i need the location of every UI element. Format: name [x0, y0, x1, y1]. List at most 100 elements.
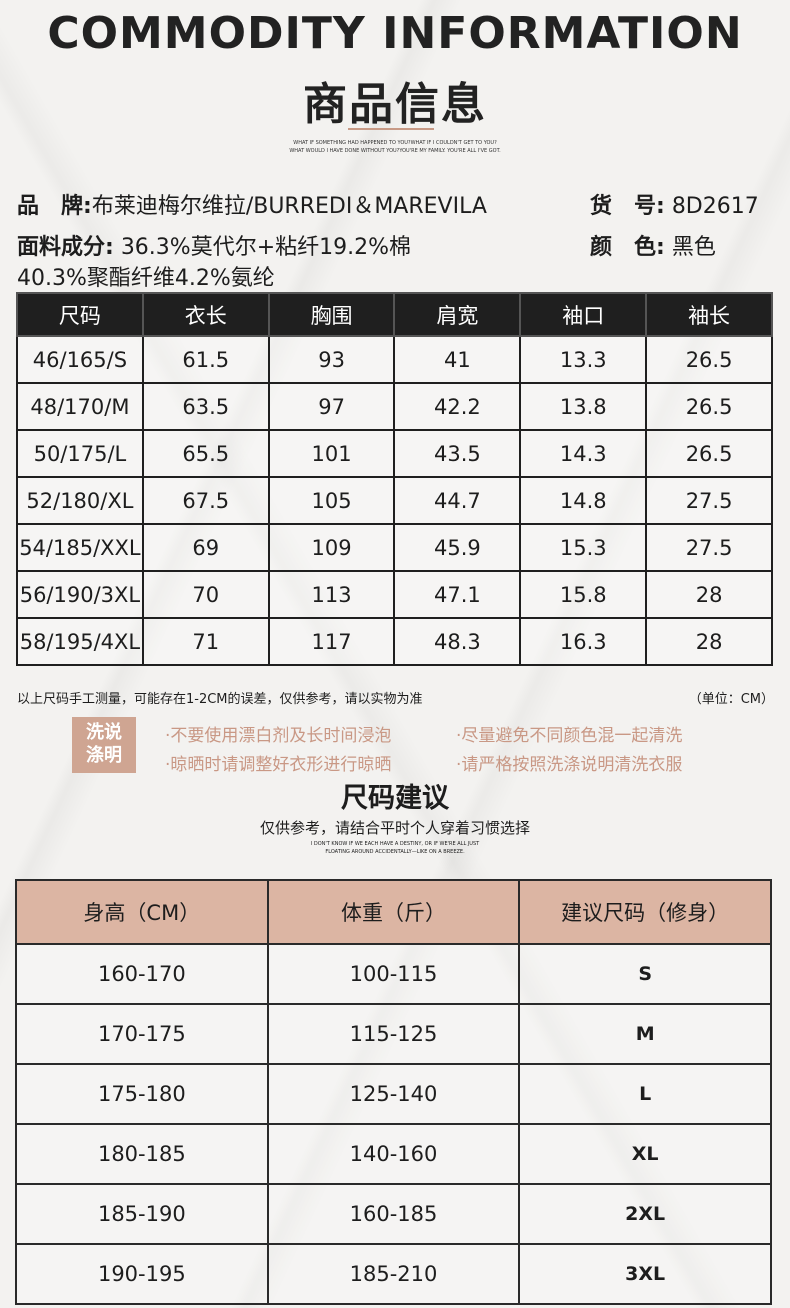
table-cell: M [518, 1003, 772, 1065]
table-cell: 26.5 [645, 382, 773, 431]
header-tagline: WHAT IF SOMETHING HAD HAPPENED TO YOU?WH… [0, 139, 790, 155]
table-cell: L [518, 1063, 772, 1125]
wash-item: ·晾晒时请调整好衣形进行晾晒 [165, 755, 392, 775]
recommend-tagline: I DON'T KNOW IF WE EACH HAVE A DESTINY, … [0, 840, 790, 856]
title-chinese: 商品信息 [303, 79, 487, 130]
table-row: 56/190/3XL 70 113 47.1 15.8 28 [16, 570, 773, 619]
color-value: 黑色 [671, 235, 716, 260]
color-row: 颜 色: 黑色 [590, 229, 716, 261]
table-cell: 69 [141, 523, 270, 572]
measurement-note: 以上尺码手工测量，可能存在1-2CM的误差，仅供参考，请以实物为准 [17, 692, 423, 707]
table-cell: 45.9 [393, 523, 522, 572]
table-cell: XL [518, 1123, 772, 1185]
table-cell: 70 [141, 570, 270, 619]
fabric-value-1: 36.3%莫代尔+粘纤19.2%棉 [120, 235, 412, 260]
table-row: 160-170 100-115 S [15, 943, 772, 1005]
table-cell: 61.5 [141, 335, 270, 384]
table-cell: 190-195 [15, 1243, 269, 1305]
table-cell: 27.5 [645, 523, 773, 572]
table-cell: 140-160 [266, 1123, 521, 1185]
table-cell: 160-170 [15, 943, 269, 1005]
table-cell: 14.3 [519, 429, 648, 478]
badge-line-2: 涤明 [86, 745, 122, 766]
table-cell: 47.1 [393, 570, 522, 619]
table-cell: 15.8 [519, 570, 648, 619]
table-cell: 185-190 [15, 1183, 269, 1245]
table-cell: 109 [267, 523, 396, 572]
table-row: 180-185 140-160 XL [15, 1123, 772, 1185]
table-cell: 13.8 [519, 382, 648, 431]
wash-item: ·不要使用漂白剂及长时间浸泡 [165, 726, 392, 746]
table-cell: 13.3 [519, 335, 648, 384]
table-cell: 71 [141, 617, 270, 666]
header-length: 衣长 [141, 292, 270, 337]
header-size: 尺码 [16, 292, 144, 337]
rec-tagline-line-1: I DON'T KNOW IF WE EACH HAVE A DESTINY, … [310, 841, 480, 847]
table-cell: 27.5 [645, 476, 773, 525]
brand-row: 品 牌:布莱迪梅尔维拉/BURREDI＆MAREVILA [17, 188, 487, 220]
table-cell: 44.7 [393, 476, 522, 525]
table-cell: 46/165/S [16, 335, 144, 384]
sku-value: 8D2617 [671, 194, 759, 219]
table-cell: 105 [267, 476, 396, 525]
table-cell: 48.3 [393, 617, 522, 666]
table-cell: 15.3 [519, 523, 648, 572]
sku-label: 货 号: [590, 194, 665, 219]
fabric-row: 面料成分: 36.3%莫代尔+粘纤19.2%棉 [17, 229, 411, 261]
table-cell: 100-115 [266, 943, 521, 1005]
table-cell: 101 [267, 429, 396, 478]
tagline-line-1: WHAT IF SOMETHING HAD HAPPENED TO YOU?WH… [293, 140, 497, 146]
table-cell: 170-175 [15, 1003, 269, 1065]
rec-tagline-line-2: FLOATING AROUND ACCIDENTALLY—LIKE ON A B… [325, 849, 465, 855]
fabric-value-2: 40.3%聚酯纤维4.2%氨纶 [17, 266, 275, 291]
recommend-table-header: 身高（CM） 体重（斤） 建议尺码（修身） [15, 879, 772, 945]
table-cell: 58/195/4XL [16, 617, 144, 666]
header-suggested-size: 建议尺码（修身） [518, 879, 772, 945]
brand-label: 品 牌: [17, 194, 92, 219]
table-cell: 180-185 [15, 1123, 269, 1185]
table-cell: 16.3 [519, 617, 648, 666]
table-row: 58/195/4XL 71 117 48.3 16.3 28 [16, 617, 773, 666]
table-cell: 48/170/M [16, 382, 144, 431]
table-cell: 26.5 [645, 429, 773, 478]
wash-item: ·请严格按照洗涤说明清洗衣服 [456, 755, 683, 775]
recommend-table: 身高（CM） 体重（斤） 建议尺码（修身） 160-170 100-115 S … [15, 879, 772, 1305]
wash-item: ·尽量避免不同颜色混一起清洗 [456, 726, 683, 746]
header-chest: 胸围 [267, 292, 396, 337]
table-row: 50/175/L 65.5 101 43.5 14.3 26.5 [16, 429, 773, 478]
table-cell: 97 [267, 382, 396, 431]
header-sleeve: 袖长 [645, 292, 773, 337]
table-row: 48/170/M 63.5 97 42.2 13.8 26.5 [16, 382, 773, 431]
table-cell: 41 [393, 335, 522, 384]
table-cell: 175-180 [15, 1063, 269, 1125]
badge-line-1: 洗说 [86, 722, 122, 743]
fabric-label: 面料成分: [17, 235, 114, 260]
size-table-header: 尺码 衣长 胸围 肩宽 袖口 袖长 [16, 292, 773, 337]
table-row: 46/165/S 61.5 93 41 13.3 26.5 [16, 335, 773, 384]
table-cell: 28 [645, 570, 773, 619]
table-row: 175-180 125-140 L [15, 1063, 772, 1125]
table-cell: 26.5 [645, 335, 773, 384]
wash-instructions-badge: 洗说 涤明 [72, 717, 136, 773]
table-cell: 65.5 [141, 429, 270, 478]
table-row: 170-175 115-125 M [15, 1003, 772, 1065]
table-cell: 28 [645, 617, 773, 666]
table-cell: 52/180/XL [16, 476, 144, 525]
table-cell: 2XL [518, 1183, 772, 1245]
table-row: 54/185/XXL 69 109 45.9 15.3 27.5 [16, 523, 773, 572]
header-height: 身高（CM） [15, 879, 269, 945]
table-cell: 63.5 [141, 382, 270, 431]
table-cell: 50/175/L [16, 429, 144, 478]
unit-note: （单位：CM） [688, 692, 774, 707]
table-cell: 93 [267, 335, 396, 384]
table-cell: 42.2 [393, 382, 522, 431]
title-divider [348, 128, 434, 130]
tagline-line-2: WHAT WOULD I HAVE DONE WITHOUT YOU?YOU'R… [289, 148, 501, 154]
recommend-title: 尺码建议 [341, 783, 449, 814]
table-cell: 43.5 [393, 429, 522, 478]
table-cell: 14.8 [519, 476, 648, 525]
sku-row: 货 号: 8D2617 [590, 188, 759, 220]
brand-value: 布莱迪梅尔维拉/BURREDI＆MAREVILA [91, 194, 487, 219]
color-label: 颜 色: [590, 235, 665, 260]
table-cell: 3XL [518, 1243, 772, 1305]
